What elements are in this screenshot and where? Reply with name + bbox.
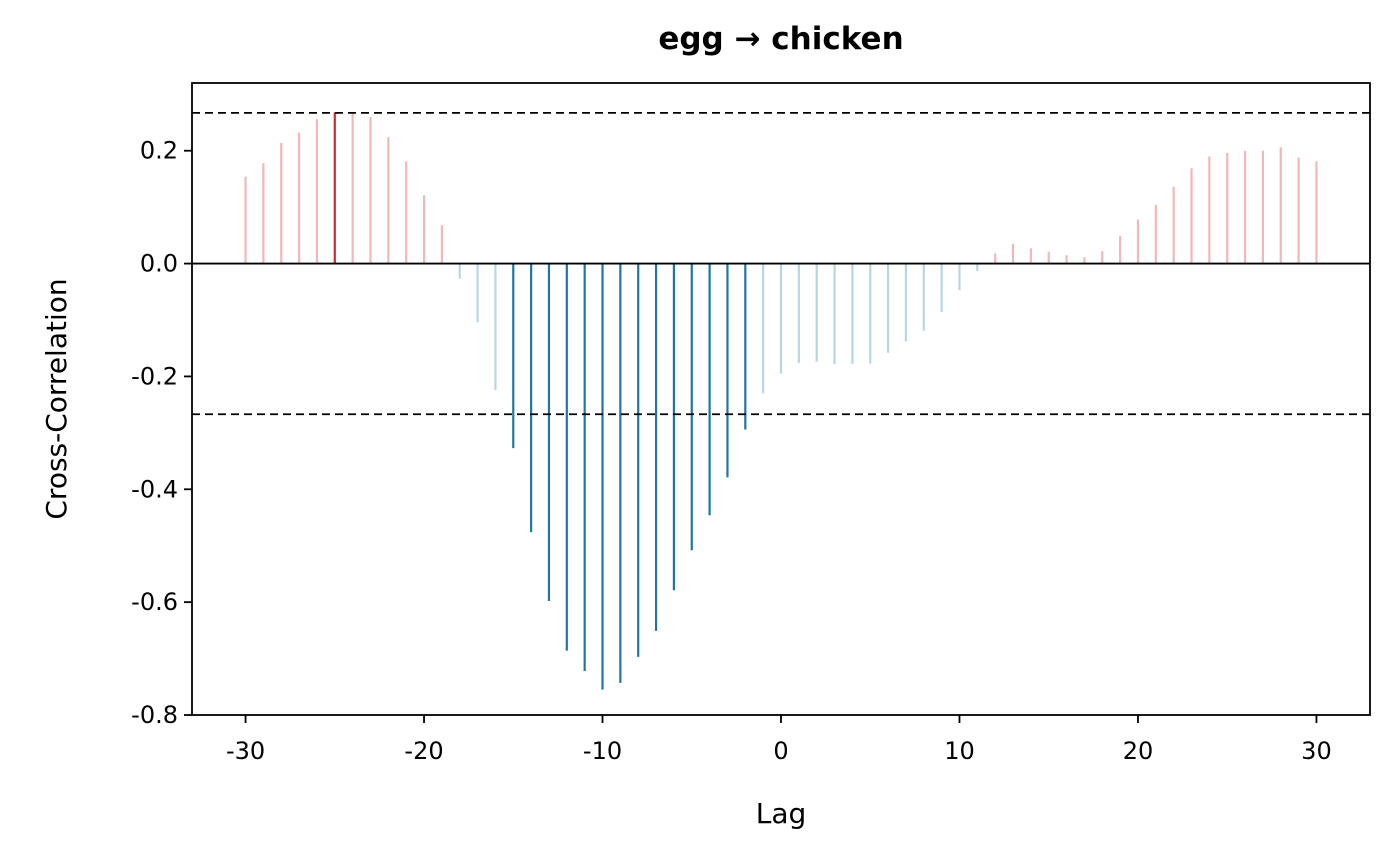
x-tick-label: -10 [583, 737, 622, 765]
y-tick-label: -0.4 [131, 475, 178, 503]
y-tick-label: 0.0 [140, 250, 178, 278]
x-axis-ticks: -30 -20 -10 0 10 20 30 [226, 715, 1332, 765]
y-axis-ticks: -0.8 -0.6 -0.4 -0.2 0.0 0.2 [131, 137, 192, 729]
y-tick-label: -0.6 [131, 588, 178, 616]
y-tick-label: -0.2 [131, 362, 178, 390]
x-tick-label: 0 [773, 737, 788, 765]
x-tick-label: 30 [1301, 737, 1332, 765]
x-tick-label: 20 [1123, 737, 1154, 765]
lag-bars [244, 112, 1318, 690]
y-tick-label: 0.2 [140, 137, 178, 165]
plot-frame [191, 82, 1371, 716]
y-axis-label: Cross-Correlation [40, 278, 73, 519]
x-tick-label: -30 [226, 737, 265, 765]
x-axis-label: Lag [756, 797, 807, 830]
x-tick-label: 10 [944, 737, 975, 765]
x-tick-label: -20 [404, 737, 443, 765]
y-tick-label: -0.8 [131, 701, 178, 729]
chart-title: egg → chicken [658, 21, 903, 57]
